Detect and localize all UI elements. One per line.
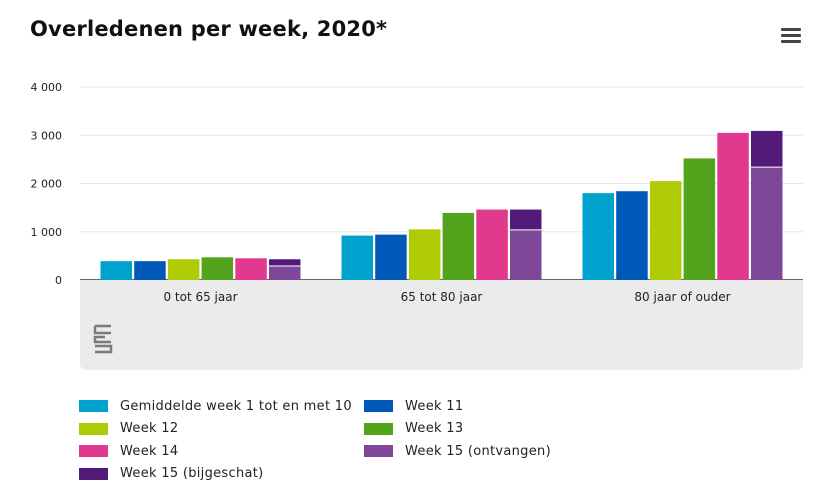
y-tick-label: 0 — [55, 274, 62, 287]
legend-swatch — [364, 445, 393, 458]
bar-week-13[interactable] — [683, 158, 716, 280]
bar-week-15-ontvangen-[interactable] — [510, 229, 542, 280]
x-category-label: 65 tot 80 jaar — [401, 290, 483, 304]
legend-label: Week 14 — [120, 443, 179, 459]
chart-title: Overledenen per week, 2020* — [30, 17, 388, 41]
legend-item[interactable]: Week 11 — [364, 395, 634, 418]
legend-item[interactable]: Week 14 — [79, 440, 364, 463]
bar-week-13[interactable] — [201, 257, 234, 280]
legend-label: Week 15 (ontvangen) — [405, 443, 551, 459]
bar-week-15-bijgeschat-[interactable] — [510, 209, 542, 230]
bar-week-15-bijgeschat-[interactable] — [751, 130, 783, 168]
legend-label: Week 11 — [405, 398, 464, 414]
legend-label: Week 15 (bijgeschat) — [120, 466, 264, 482]
bar-gemiddelde-week-1-tot-en-met-10[interactable] — [341, 235, 374, 280]
bar-gemiddelde-week-1-tot-en-met-10[interactable] — [582, 193, 615, 280]
bar-week-14[interactable] — [476, 209, 508, 280]
legend-swatch — [79, 422, 108, 435]
y-tick-label: 2 000 — [31, 178, 63, 191]
y-tick-label: 1 000 — [31, 226, 63, 239]
legend-label: Week 13 — [405, 421, 464, 437]
bar-week-11[interactable] — [616, 191, 648, 280]
category-axis-band — [80, 280, 803, 370]
bar-week-15-ontvangen-[interactable] — [751, 167, 783, 280]
bar-week-14[interactable] — [717, 132, 749, 280]
bar-week-14[interactable] — [235, 258, 267, 280]
cbs-logo-icon — [93, 324, 113, 354]
legend-swatch — [79, 467, 108, 480]
legend-item[interactable]: Gemiddelde week 1 tot en met 10 — [79, 395, 364, 418]
legend-item[interactable]: Week 13 — [364, 418, 634, 441]
hamburger-menu-icon[interactable] — [779, 26, 803, 46]
legend-item[interactable]: Week 15 (bijgeschat) — [79, 463, 364, 486]
legend-swatch — [79, 445, 108, 458]
legend-swatch — [79, 400, 108, 413]
legend-swatch — [364, 400, 393, 413]
x-category-label: 0 tot 65 jaar — [163, 290, 237, 304]
legend-item[interactable]: Week 12 — [79, 418, 364, 441]
bar-week-15-ontvangen-[interactable] — [269, 266, 301, 280]
y-tick-label: 4 000 — [31, 81, 63, 94]
legend-label: Gemiddelde week 1 tot en met 10 — [120, 398, 352, 414]
bar-week-12[interactable] — [408, 229, 441, 280]
chart-legend: Gemiddelde week 1 tot en met 10 Week 11 We… — [79, 395, 639, 485]
bar-week-12[interactable] — [649, 181, 682, 280]
legend-swatch — [364, 422, 393, 435]
bar-gemiddelde-week-1-tot-en-met-10[interactable] — [100, 261, 133, 280]
x-category-label: 80 jaar of ouder — [634, 290, 730, 304]
legend-item[interactable]: Week 15 (ontvangen) — [364, 440, 634, 463]
y-tick-label: 3 000 — [31, 129, 63, 142]
bar-week-12[interactable] — [167, 259, 200, 280]
bar-week-11[interactable] — [134, 261, 166, 280]
bar-week-11[interactable] — [375, 234, 407, 280]
bar-week-13[interactable] — [442, 212, 475, 280]
legend-label: Week 12 — [120, 421, 179, 437]
bar-week-15-bijgeschat-[interactable] — [269, 259, 301, 267]
